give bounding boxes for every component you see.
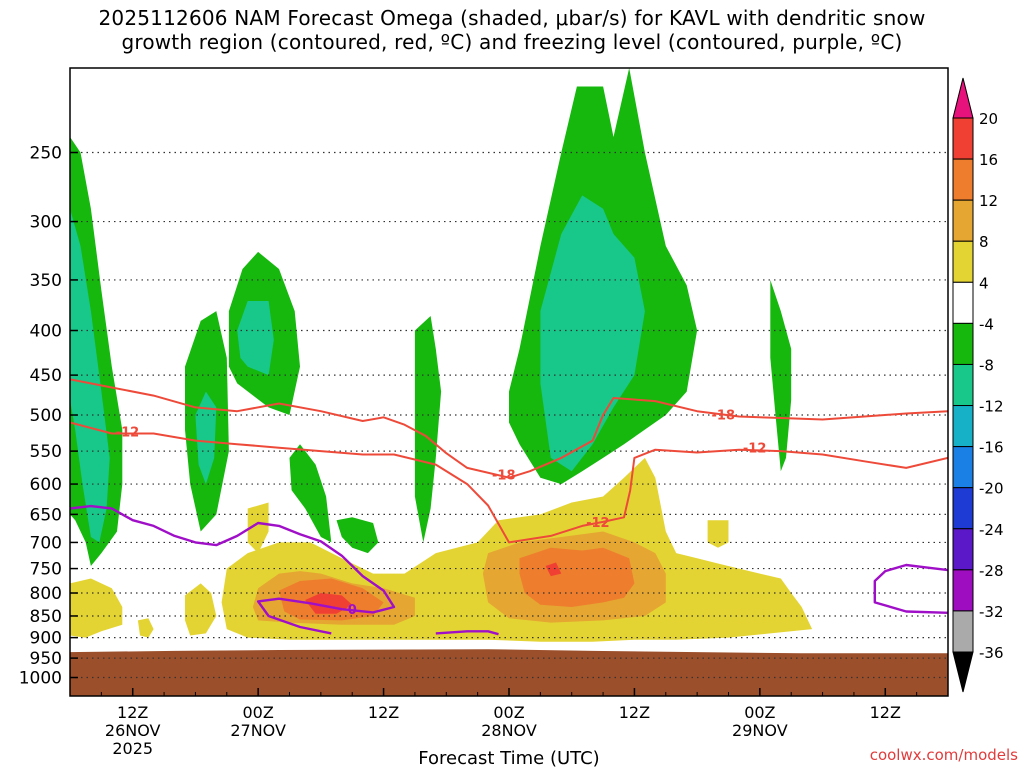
xtick-label-18-1: 27NOV xyxy=(230,721,286,740)
colorbar-label-5: -4 xyxy=(979,315,994,333)
title-line-2: growth region (contoured, red, ºC) and f… xyxy=(121,30,903,54)
down-region-small3 xyxy=(247,502,269,554)
freezing-contour-0 xyxy=(70,504,396,635)
colorbar-box-4 xyxy=(952,281,974,324)
xtick-label-42-0: 00Z xyxy=(493,703,524,722)
up-core-f xyxy=(540,195,645,472)
ytick-label-900: 900 xyxy=(30,629,62,649)
ytick-label-250: 250 xyxy=(30,144,62,164)
colorbar-label-4: 4 xyxy=(979,274,989,292)
grid xyxy=(70,151,948,679)
contour-label-1: -18 xyxy=(492,468,516,483)
xtick-label-66-0: 00Z xyxy=(744,703,775,722)
colorbar-label-12: -32 xyxy=(979,603,1004,621)
contour-label-3: -18 xyxy=(712,408,736,423)
contour-label-4: -12 xyxy=(743,442,767,457)
dgz-contour-1 xyxy=(70,421,948,544)
colorbar-label-9: -20 xyxy=(979,480,1004,498)
colorbar-label-1: 16 xyxy=(979,151,998,169)
down-max-east xyxy=(545,562,562,577)
colorbar-box-10 xyxy=(952,528,974,571)
colorbar-box-12 xyxy=(952,610,974,653)
colorbar-box-7 xyxy=(952,405,974,448)
colorbar-label-3: 8 xyxy=(979,233,989,251)
colorbar-box-0 xyxy=(952,117,974,160)
contour-label-5: 0 xyxy=(348,603,357,618)
xtick-label-6-1: 26NOV xyxy=(105,721,161,740)
xtick-label-6-2: 2025 xyxy=(112,739,153,758)
contour-lines: -12 -18 -12 -18 -12 0 xyxy=(70,378,948,636)
xtick-label-66-1: 29NOV xyxy=(732,721,788,740)
colorbar-label-13: -36 xyxy=(979,644,1004,662)
freezing-contour-1 xyxy=(435,630,499,636)
y-axis: 2503003504004505005506006507007508008509… xyxy=(19,144,78,689)
xtick-label-6-0: 12Z xyxy=(117,703,148,722)
colorbar-label-11: -28 xyxy=(979,562,1004,580)
freezing-contour-2 xyxy=(873,563,948,614)
colorbar-label-10: -24 xyxy=(979,521,1004,539)
ytick-label-600: 600 xyxy=(30,475,62,495)
dgz-contour-0 xyxy=(70,378,948,479)
ytick-label-500: 500 xyxy=(30,406,62,426)
omega-shading xyxy=(70,68,948,696)
colorbar-box-6 xyxy=(952,363,974,407)
up-core-left xyxy=(70,208,110,543)
ytick-label-800: 800 xyxy=(30,584,62,604)
ytick-label-700: 700 xyxy=(30,533,62,553)
ytick-label-950: 950 xyxy=(30,649,62,669)
colorbar-box-1 xyxy=(952,158,974,201)
ytick-label-450: 450 xyxy=(30,366,62,386)
colorbar: 20 16 12 8 4 -4 -8 -12 -16 -20 -24 -28 -32 -36 xyxy=(952,77,1004,693)
up-core-b xyxy=(237,301,274,376)
up-region-d xyxy=(336,517,379,554)
down-region-right xyxy=(707,520,729,548)
ytick-label-350: 350 xyxy=(30,271,62,291)
ytick-label-400: 400 xyxy=(30,322,62,342)
ytick-label-850: 850 xyxy=(30,607,62,627)
colorbar-box-2 xyxy=(952,199,974,242)
colorbar-label-0: 20 xyxy=(979,110,998,128)
up-region-c xyxy=(289,444,332,543)
ytick-label-300: 300 xyxy=(30,213,62,233)
chart-title: 2025112606 NAM Forecast Omega (shaded, μ… xyxy=(0,6,1024,54)
x-axis-label: Forecast Time (UTC) xyxy=(418,748,599,768)
up-region-e xyxy=(414,316,442,543)
colorbar-label-8: -16 xyxy=(979,439,1004,457)
down-region-small1 xyxy=(137,618,154,638)
ytick-label-550: 550 xyxy=(30,442,62,462)
contour-label-0: -12 xyxy=(116,425,140,440)
contour-label-2: -12 xyxy=(586,516,610,531)
colorbar-box-5 xyxy=(952,322,974,365)
colorbar-label-6: -8 xyxy=(979,356,994,374)
colorbar-label-7: -12 xyxy=(979,398,1004,416)
xtick-label-54-0: 12Z xyxy=(619,703,650,722)
colorbar-box-11 xyxy=(952,569,974,612)
title-line-1: 2025112606 NAM Forecast Omega (shaded, μ… xyxy=(98,6,926,30)
ytick-label-750: 750 xyxy=(30,560,62,580)
colorbar-box-8 xyxy=(952,446,974,489)
xtick-label-42-1: 28NOV xyxy=(481,721,537,740)
down-region-left xyxy=(70,578,123,638)
colorbar-top-arrow xyxy=(952,77,974,119)
source-credit: coolwx.com/models xyxy=(869,746,1018,764)
colorbar-bottom-arrow xyxy=(952,651,974,693)
colorbar-box-9 xyxy=(952,487,974,530)
xtick-label-78-0: 12Z xyxy=(870,703,901,722)
xtick-label-18-0: 00Z xyxy=(242,703,273,722)
down-strong-east xyxy=(519,547,635,607)
colorbar-box-3 xyxy=(952,240,974,283)
down-region-small2 xyxy=(185,583,217,636)
ytick-label-650: 650 xyxy=(30,505,62,525)
ytick-label-1000: 1000 xyxy=(19,669,62,689)
xtick-label-30-0: 12Z xyxy=(368,703,399,722)
ground-fill xyxy=(70,649,948,696)
colorbar-label-2: 12 xyxy=(979,192,998,210)
up-core-a xyxy=(195,391,217,485)
